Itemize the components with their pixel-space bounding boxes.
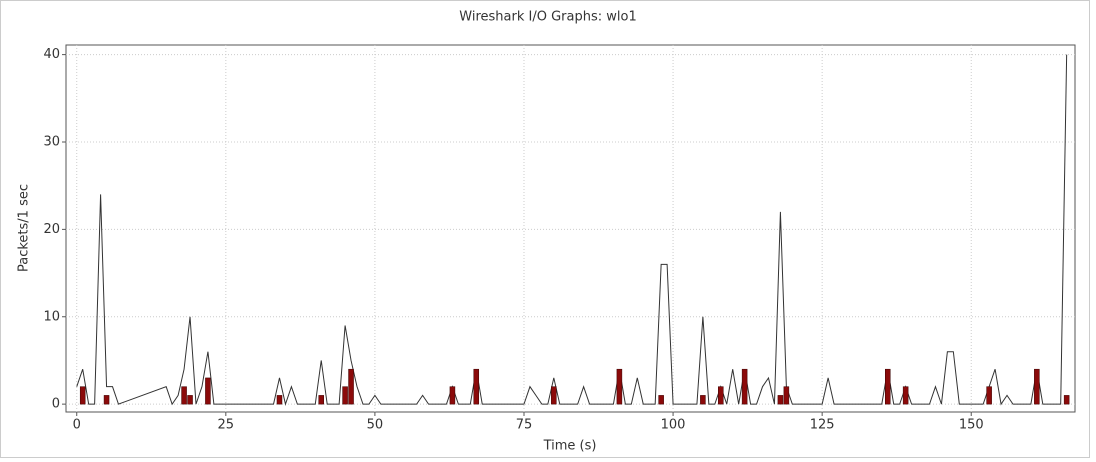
bar [473,368,480,405]
bar [79,386,86,405]
bar [700,395,706,405]
bar [783,386,790,405]
x-tick-label: 0 [73,418,81,433]
bar [658,395,664,405]
x-tick-label: 75 [516,418,533,433]
x-tick-label: 100 [661,418,686,433]
bar [187,395,193,405]
bar [616,368,623,405]
bar [718,386,724,405]
x-axis-label: Time (s) [543,439,597,454]
x-tick-label: 25 [218,418,235,433]
bar [449,386,456,405]
chart-title: Wireshark I/O Graphs: wlo1 [459,10,636,25]
plot-frame [65,44,1076,413]
y-tick-label: 0 [52,397,60,412]
bar [1063,395,1070,405]
bar [276,395,283,405]
bar [205,377,211,405]
bar [777,395,784,405]
x-tick-label: 150 [959,418,984,433]
y-tick-label: 20 [43,222,60,237]
bar [1034,368,1040,405]
bar [318,395,324,405]
bar [885,368,891,405]
bar [551,386,557,405]
y-axis-label: Packets/1 sec [17,184,32,272]
y-tick-label: 30 [43,134,60,149]
bar [348,368,354,405]
y-tick-label: 10 [43,309,60,324]
series-line [76,54,1068,406]
bar [986,386,992,405]
x-tick-label: 125 [810,418,835,433]
y-tick-label: 40 [43,47,60,62]
bar [103,395,110,405]
bar [902,386,909,405]
bar [181,386,187,405]
x-tick-label: 50 [367,418,384,433]
bar [741,368,748,405]
bar [342,386,348,405]
